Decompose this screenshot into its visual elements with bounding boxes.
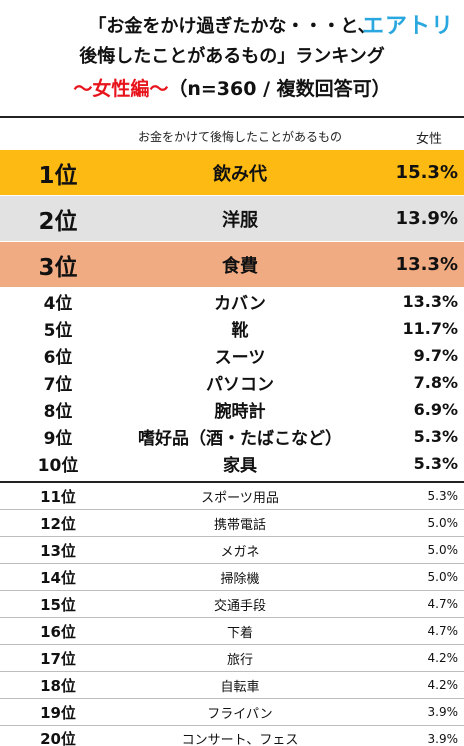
percent-value: 5.0% xyxy=(427,516,459,530)
rank-label: 16位 xyxy=(40,622,76,641)
rank-label: 18位 xyxy=(40,676,76,695)
item-label: コンサート、フェス xyxy=(181,733,299,746)
rank-label: 6位 xyxy=(43,348,73,368)
table-row: 10位 家具 5.3% xyxy=(0,450,464,477)
table-row: 16位 下着 4.7% xyxy=(0,618,464,645)
subtitle-gender-label: 〜女性編〜 xyxy=(73,78,169,100)
item-label: 下着 xyxy=(226,625,253,641)
table-row: 7位 パソコン 7.8% xyxy=(0,369,464,396)
rank-label: 10位 xyxy=(37,456,79,476)
item-label: 食費 xyxy=(222,255,258,277)
rank-label: 12位 xyxy=(40,514,76,533)
item-label: 嗜好品（酒・たばこなど） xyxy=(138,429,342,449)
item-label: 飲み代 xyxy=(213,163,267,185)
rank-label: 8位 xyxy=(43,402,73,422)
table-row: 15位 交通手段 4.7% xyxy=(0,591,464,618)
percent-value: 5.3% xyxy=(427,489,459,503)
item-label: フライパン xyxy=(207,706,273,722)
table-row: 1位 飲み代 15.3% xyxy=(0,150,464,195)
percent-value: 7.8% xyxy=(413,373,458,392)
rank-label: 1位 xyxy=(38,162,78,189)
percent-value: 13.3% xyxy=(402,292,458,311)
item-label: 交通手段 xyxy=(213,598,266,614)
percent-value: 4.7% xyxy=(427,597,459,611)
rank-label: 3位 xyxy=(38,254,78,281)
percent-value: 13.9% xyxy=(395,208,458,229)
percent-value: 3.9% xyxy=(427,705,459,719)
percent-value: 4.7% xyxy=(427,624,459,638)
column-header-value: 女性 xyxy=(415,132,442,147)
item-label: 洋服 xyxy=(222,209,258,231)
table-row: 11位 スポーツ用品 5.3% xyxy=(0,483,464,510)
chart-header: 「お金をかけ過ぎたかな・・・と、 後悔したことがあるもの」ランキング 〜女性編〜… xyxy=(0,0,464,112)
chart-title-line-1: 「お金をかけ過ぎたかな・・・と、 xyxy=(88,16,376,37)
table-row: 8位 腕時計 6.9% xyxy=(0,396,464,423)
table-row: 17位 旅行 4.2% xyxy=(0,645,464,672)
item-label: 掃除機 xyxy=(220,571,260,587)
rank-label: 2位 xyxy=(38,208,78,235)
item-label: 靴 xyxy=(231,321,249,341)
table-row: 2位 洋服 13.9% xyxy=(0,196,464,241)
percent-value: 4.2% xyxy=(427,651,459,665)
rank-label: 17位 xyxy=(40,649,76,668)
table-row: 19位 フライパン 3.9% xyxy=(0,699,464,726)
item-label: メガネ xyxy=(220,544,260,560)
item-label: 旅行 xyxy=(226,652,253,668)
item-label: 家具 xyxy=(223,456,257,476)
chart-title-line-2: 後悔したことがあるもの」ランキング xyxy=(79,46,385,67)
table-row: 13位 メガネ 5.0% xyxy=(0,537,464,564)
rank-label: 5位 xyxy=(43,321,73,341)
percent-value: 5.0% xyxy=(427,543,459,557)
rank-label: 14位 xyxy=(40,568,76,587)
rank-label: 4位 xyxy=(43,294,73,314)
percent-value: 5.0% xyxy=(427,570,459,584)
item-label: スーツ xyxy=(214,348,266,368)
column-header-item: お金をかけて後悔したことがあるもの xyxy=(137,130,342,144)
percent-value: 5.3% xyxy=(413,454,458,473)
rank-label: 9位 xyxy=(43,429,73,449)
item-label: パソコン xyxy=(206,375,274,395)
table-row: 9位 嗜好品（酒・たばこなど） 5.3% xyxy=(0,423,464,450)
percent-value: 5.3% xyxy=(413,427,458,446)
subtitle-sample-note: （n=360 / 複数回答可） xyxy=(168,78,391,100)
item-label: スポーツ用品 xyxy=(201,490,279,506)
table-row: 18位 自転車 4.2% xyxy=(0,672,464,699)
ranking-rows: 1位 飲み代 15.3% 2位 洋服 13.9% 3位 食費 13.3% 4位 カバン 13.3% 5位… xyxy=(0,150,464,746)
table-row: 12位 携帯電話 5.0% xyxy=(0,510,464,537)
percent-value: 11.7% xyxy=(402,319,458,338)
percent-value: 3.9% xyxy=(427,731,459,746)
rank-label: 15位 xyxy=(40,595,76,614)
table-row: 14位 掃除機 5.0% xyxy=(0,564,464,591)
rank-label: 19位 xyxy=(40,703,76,722)
rank-label: 13位 xyxy=(40,541,76,560)
percent-value: 4.2% xyxy=(427,678,459,692)
rank-label: 20位 xyxy=(40,730,76,746)
item-label: 腕時計 xyxy=(214,402,266,422)
rank-label: 11位 xyxy=(40,487,76,506)
table-row: 6位 スーツ 9.7% xyxy=(0,342,464,369)
tier-divider xyxy=(0,481,464,483)
table-row: 3位 食費 13.3% xyxy=(0,242,464,287)
table-row: 20位 コンサート、フェス 3.9% xyxy=(0,726,464,746)
percent-value: 9.7% xyxy=(413,346,458,365)
table-row: 5位 靴 11.7% xyxy=(0,315,464,342)
table-row: 4位 カバン 13.3% xyxy=(0,288,464,315)
brand-logo: エアトリ xyxy=(361,14,454,39)
chart-subtitle: 〜女性編〜（n=360 / 複数回答可） xyxy=(0,74,464,101)
percent-value: 13.3% xyxy=(395,254,458,275)
percent-value: 6.9% xyxy=(413,400,458,419)
ranking-table: お金をかけて後悔したことがあるもの 女性 1位 飲み代 15.3% 2位 洋服 13.9%… xyxy=(0,116,464,746)
item-label: 携帯電話 xyxy=(213,517,266,533)
item-label: 自転車 xyxy=(220,679,260,695)
item-label: カバン xyxy=(214,294,266,314)
rank-label: 7位 xyxy=(43,375,73,395)
table-header-row: お金をかけて後悔したことがあるもの 女性 xyxy=(0,116,464,150)
percent-value: 15.3% xyxy=(395,162,458,183)
